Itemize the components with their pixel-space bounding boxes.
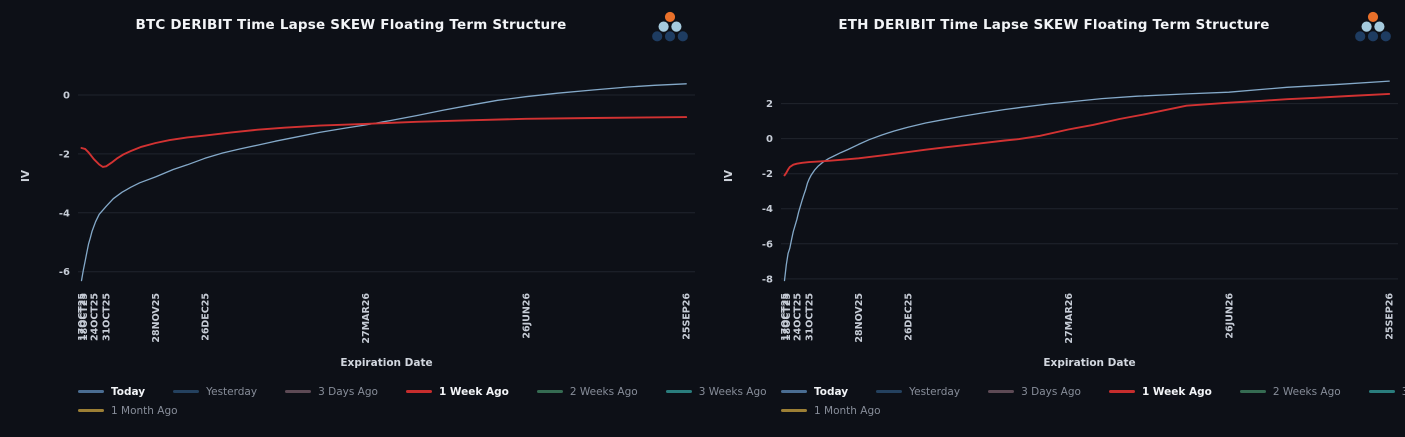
x-tick-label: 25SEP26 xyxy=(682,293,693,340)
y-tick-label: 0 xyxy=(63,91,70,102)
legend-item-yesterday[interactable]: Yesterday xyxy=(876,386,960,398)
legend-swatch xyxy=(1108,390,1135,393)
legend-item-1-month-ago[interactable]: 1 Month Ago xyxy=(781,405,881,417)
x-axis-label: Expiration Date xyxy=(340,357,433,369)
x-tick-label: 31OCT25 xyxy=(102,293,113,341)
amberdata-logo-icon xyxy=(1355,11,1391,42)
legend: Today Yesterday 3 Days Ago 1 Week Ago 2 Week… xyxy=(78,382,767,420)
x-tick-label: 26DEC25 xyxy=(200,293,211,341)
x-tick-label: 18OCT25 xyxy=(782,293,793,341)
legend-item-3-days-ago[interactable]: 3 Days Ago xyxy=(285,386,378,398)
x-tick-label: 17OCT25 xyxy=(780,293,791,341)
legend-item-today[interactable]: Today xyxy=(78,386,145,398)
x-axis-label: Expiration Date xyxy=(1043,357,1136,369)
legend-row: Today Yesterday 3 Days Ago 1 Week Ago 2 Week… xyxy=(781,382,1405,401)
legend-item-today[interactable]: Today xyxy=(781,386,848,398)
legend-label: Yesterday xyxy=(909,385,961,398)
y-tick-label: -2 xyxy=(762,169,773,180)
legend-item-1-week-ago[interactable]: 1 Week Ago xyxy=(1108,385,1212,398)
y-tick-label: 0 xyxy=(766,134,773,145)
legend-label: 3 Weeks Ago xyxy=(698,385,767,398)
x-tick-label: 28NOV25 xyxy=(151,293,162,343)
x-tick-label: 24OCT25 xyxy=(792,293,803,341)
x-tick-label: 26JUN26 xyxy=(521,293,532,339)
legend-item-2-weeks-ago[interactable]: 2 Weeks Ago xyxy=(1239,385,1341,398)
legend-label: 2 Weeks Ago xyxy=(569,385,638,398)
x-tick-label: 27MAR26 xyxy=(361,293,372,344)
y-tick-label: 2 xyxy=(766,99,773,110)
legend-swatch xyxy=(78,409,104,412)
legend-item-3-weeks-ago[interactable]: 3 Weeks Ago xyxy=(1368,386,1405,398)
legend-label: 1 Month Ago xyxy=(111,404,178,417)
legend-row: Today Yesterday 3 Days Ago 1 Week Ago 2 Week… xyxy=(78,382,767,401)
x-tick-label: 31OCT25 xyxy=(805,293,816,341)
y-tick-label: -6 xyxy=(59,267,70,278)
legend-swatch xyxy=(988,390,1015,393)
legend-swatch xyxy=(536,390,563,393)
legend-item-3-weeks-ago[interactable]: 3 Weeks Ago xyxy=(665,385,767,398)
legend-swatch xyxy=(173,390,200,393)
legend-label: Today xyxy=(814,385,849,398)
y-tick-label: -8 xyxy=(762,274,773,285)
x-tick-label: 27MAR26 xyxy=(1064,293,1075,344)
series-line-1-week-ago xyxy=(80,116,688,168)
legend-item-3-days-ago[interactable]: 3 Days Ago xyxy=(988,386,1081,398)
legend-swatch xyxy=(78,390,104,393)
y-tick-label: -4 xyxy=(762,204,773,215)
btc-skew-panel: BTC DERIBIT Time Lapse SKEW Floating Ter… xyxy=(0,0,767,437)
legend-item-1-week-ago[interactable]: 1 Week Ago xyxy=(405,385,509,398)
legend-swatch xyxy=(781,409,807,412)
series-line-today xyxy=(80,83,687,282)
legend-label: 3 Days Ago xyxy=(318,385,378,398)
x-tick-label: 17OCT25 xyxy=(77,293,88,341)
x-tick-label: 25SEP26 xyxy=(1385,293,1396,340)
legend-swatch xyxy=(1239,390,1266,393)
series-line-1-week-ago xyxy=(783,92,1391,177)
legend-label: Yesterday xyxy=(206,385,258,398)
legend: Today Yesterday 3 Days Ago 1 Week Ago 2 Week… xyxy=(781,382,1405,420)
legend-label: 1 Week Ago xyxy=(438,385,509,398)
legend-label: 3 Weeks Ago xyxy=(1402,386,1405,398)
page-title: ETH DERIBIT Time Lapse SKEW Floating Ter… xyxy=(838,17,1270,33)
page-title: BTC DERIBIT Time Lapse SKEW Floating Ter… xyxy=(135,17,567,33)
legend-label: Today xyxy=(111,385,146,398)
amberdata-logo-icon xyxy=(652,11,688,42)
y-tick-label: -4 xyxy=(59,208,70,219)
legend-swatch xyxy=(876,390,903,393)
legend-label: 2 Weeks Ago xyxy=(1272,385,1341,398)
legend-item-yesterday[interactable]: Yesterday xyxy=(173,386,257,398)
legend-label: 1 Week Ago xyxy=(1141,385,1212,398)
eth-skew-panel: ETH DERIBIT Time Lapse SKEW Floating Ter… xyxy=(703,0,1405,437)
y-tick-label: -6 xyxy=(762,239,773,250)
legend-row: 1 Month Ago xyxy=(78,401,698,420)
x-tick-label: 26JUN26 xyxy=(1224,293,1235,339)
legend-swatch xyxy=(285,390,312,393)
x-tick-label: 24OCT25 xyxy=(89,293,100,341)
x-tick-label: 26DEC25 xyxy=(903,293,914,341)
legend-swatch xyxy=(665,390,692,393)
legend-swatch xyxy=(781,390,807,393)
legend-swatch xyxy=(1368,390,1395,393)
legend-row: 1 Month Ago xyxy=(781,401,1401,420)
series-line-today xyxy=(783,80,1390,282)
x-tick-label: 28NOV25 xyxy=(854,293,865,343)
y-tick-label: -2 xyxy=(59,149,70,160)
legend-label: 3 Days Ago xyxy=(1021,385,1081,398)
legend-swatch xyxy=(405,390,432,393)
legend-item-2-weeks-ago[interactable]: 2 Weeks Ago xyxy=(536,385,638,398)
legend-item-1-month-ago[interactable]: 1 Month Ago xyxy=(78,405,178,417)
x-tick-label: 18OCT25 xyxy=(79,293,90,341)
legend-label: 1 Month Ago xyxy=(814,404,881,417)
